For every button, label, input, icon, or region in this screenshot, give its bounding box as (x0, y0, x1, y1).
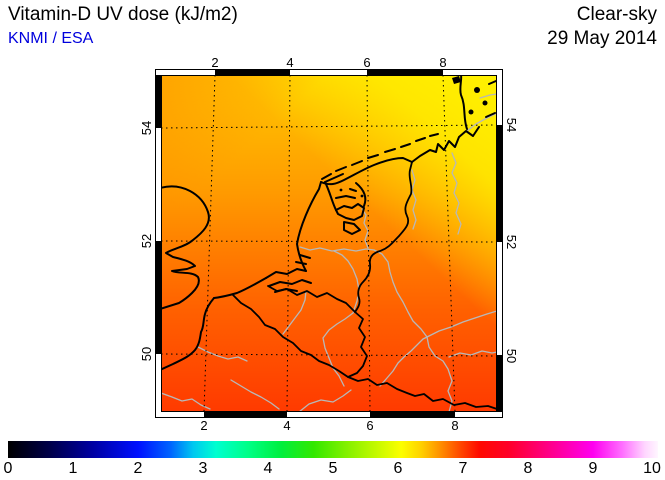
lon-tick-label: 4 (283, 418, 290, 433)
lat-tick-label: 54 (504, 118, 519, 132)
lon-tick-label: 8 (451, 418, 458, 433)
lon-tick-label: 2 (200, 418, 207, 433)
date-label: 29 May 2014 (547, 28, 657, 49)
colorbar-tick-label: 9 (588, 460, 598, 477)
lat-tick-label: 52 (139, 234, 154, 248)
lon-tick-label: 6 (366, 418, 373, 433)
map-frame (155, 69, 503, 418)
lon-tick-label: 4 (286, 55, 293, 70)
colorbar-tick-label: 3 (198, 460, 208, 477)
colorbar-tick-label: 2 (133, 460, 143, 477)
colorbar-tick-label: 4 (263, 460, 273, 477)
river-lines (161, 93, 497, 412)
longitude-labels-bottom: 2 4 6 8 (200, 418, 458, 433)
colorbar-tick-label: 7 (458, 460, 468, 477)
lon-tick-label: 8 (439, 55, 446, 70)
lon-tick-label: 2 (211, 55, 218, 70)
sky-condition-label: Clear-sky (576, 4, 657, 25)
colorbar-tick-label: 8 (523, 460, 533, 477)
colorbar-tick-label: 10 (643, 460, 661, 477)
lat-tick-label: 50 (504, 349, 519, 363)
graticule-lines (161, 75, 497, 412)
colorbar-tick-label: 1 (68, 460, 78, 477)
latitude-labels-left: 54 52 50 (139, 121, 154, 361)
page-title: Vitamin-D UV dose (kJ/m2) (8, 4, 238, 25)
coastline-paths (161, 75, 497, 371)
credit-label: KNMI / ESA (8, 30, 94, 47)
colorbar-tick-label: 0 (3, 460, 13, 477)
lat-tick-label: 50 (139, 347, 154, 361)
lon-tick-label: 6 (363, 55, 370, 70)
latitude-labels-right: 54 52 50 (504, 118, 519, 363)
lat-tick-label: 52 (504, 235, 519, 249)
longitude-labels-top: 2 4 6 8 (211, 55, 446, 70)
colorbar-tick-label: 6 (393, 460, 403, 477)
colorbar-gradient (8, 441, 658, 458)
colorbar-tick-label: 5 (328, 460, 338, 477)
lat-tick-label: 54 (139, 121, 154, 135)
